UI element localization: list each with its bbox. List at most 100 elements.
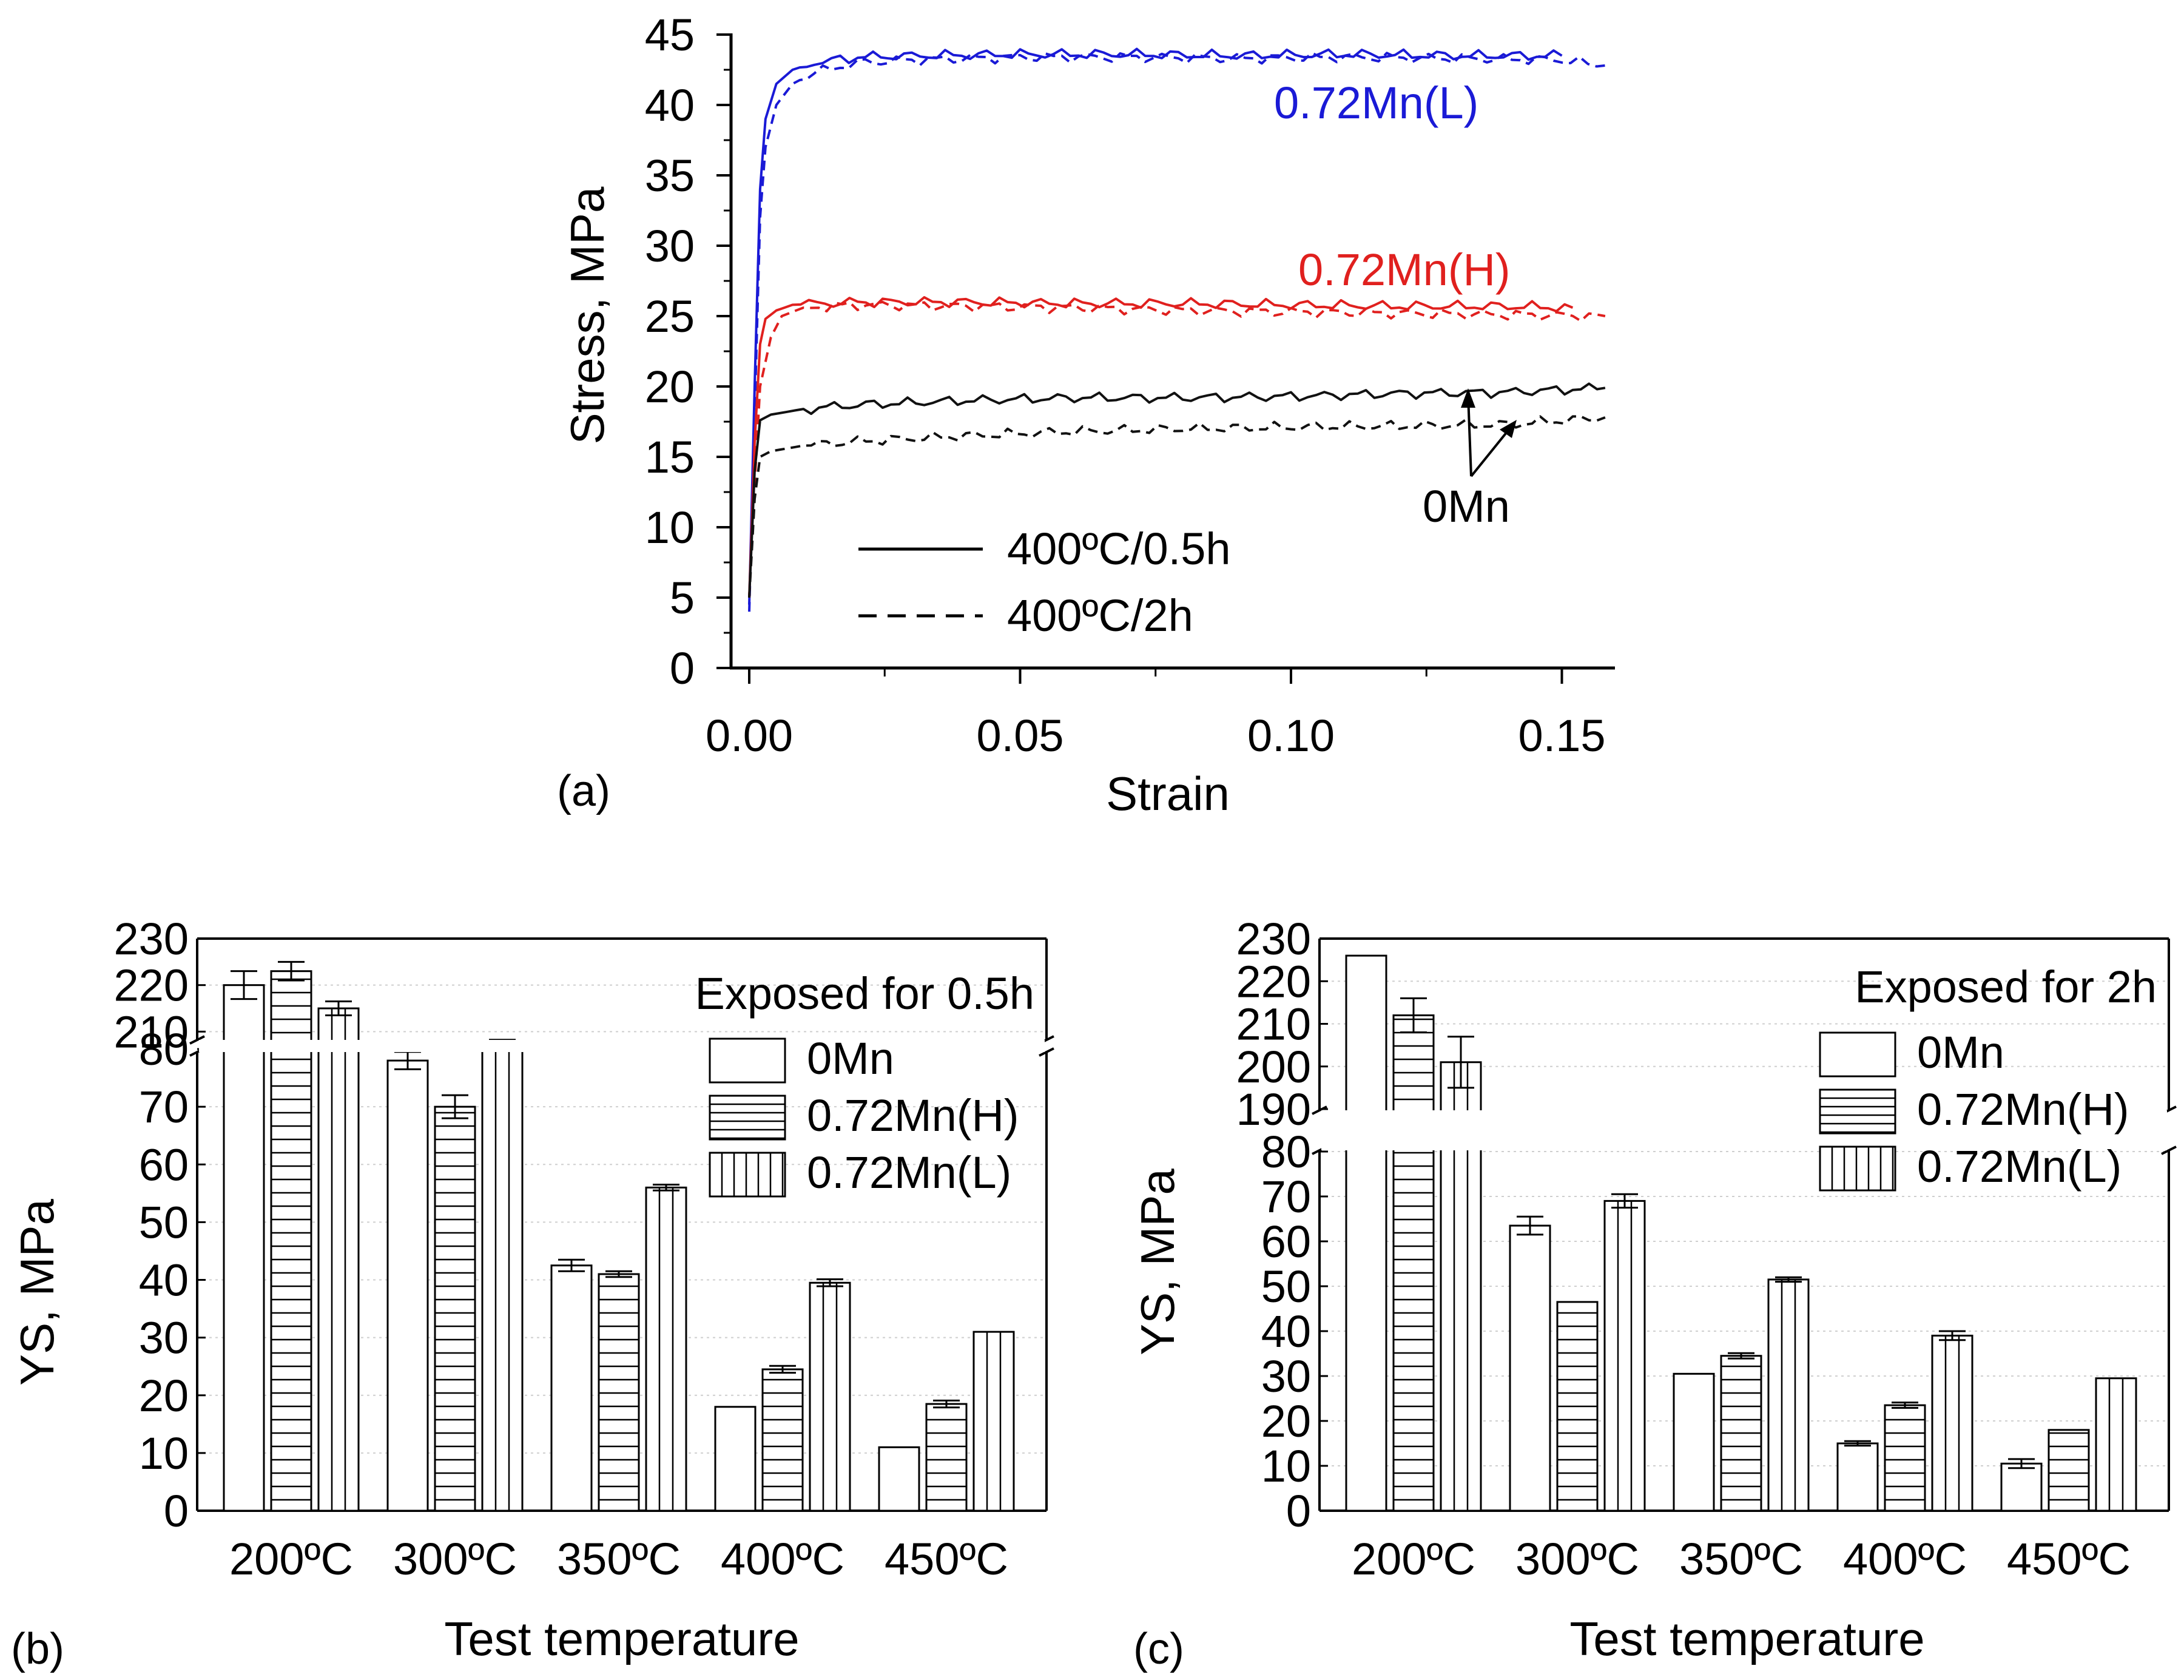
b-bar-0-72mn-l- (645, 1184, 687, 1512)
b-y-tick-label: 10 (139, 1428, 189, 1479)
b-axis-break-gap (199, 1040, 1045, 1052)
b-bar-rect (972, 1331, 1015, 1512)
b-category-label: 400ºC (721, 1534, 844, 1584)
b-bar-0-72mn-l- (317, 1000, 360, 1512)
a-legend-solid-label: 400ºC/0.5h (1007, 524, 1231, 574)
c-legend-label: 0Mn (1917, 1027, 2004, 1078)
c-y-axis-label: YS, MPa (1131, 1168, 1184, 1355)
b-bar-0mn (550, 1258, 593, 1512)
b-bar-rect (645, 1186, 687, 1512)
c-bar-0-72mn-l- (1603, 1193, 1646, 1512)
c-bar-rect (1767, 1278, 1810, 1512)
c-bar-rect (1673, 1372, 1715, 1512)
a-y-tick-label: 25 (645, 291, 695, 342)
b-bar-0-72mn-h- (434, 1094, 476, 1512)
b-bar-0mn (386, 1051, 429, 1512)
b-legend: 0Mn 0.72Mn(H) 0.72Mn(L) (709, 1033, 1019, 1198)
a-x-tick-label: 0.10 (1247, 710, 1335, 761)
b-y-tick-label: 80 (139, 1024, 189, 1074)
b-bar-rect (761, 1368, 804, 1512)
b-bar-0-72mn-h- (270, 960, 312, 1512)
c-y-tick-label: 30 (1261, 1351, 1311, 1402)
c-bar-rect (1392, 1014, 1435, 1512)
b-y-axis-label: YS, MPa (10, 1198, 64, 1385)
a-y-tick-label: 10 (645, 502, 695, 553)
c-panel-label: (c) (1133, 1625, 1184, 1673)
c-category-label: 200ºC (1352, 1534, 1475, 1584)
b-y-tick-label: 210 (114, 1007, 189, 1057)
b-legend-label: 0.72Mn(L) (807, 1147, 1011, 1198)
b-legend-swatch (709, 1152, 786, 1198)
b-legend-label: 0.72Mn(H) (807, 1090, 1019, 1141)
c-category-label: 450ºC (2007, 1534, 2131, 1584)
c-legend-label: 0.72Mn(L) (1917, 1141, 2122, 1192)
b-y-tick-label: 230 (114, 914, 189, 964)
b-category-label: 200ºC (229, 1534, 353, 1584)
panel-a-stress-strain: 0.00 0.05 0.10 0.15 0 5 10 15 20 25 30 35 40 45 Stra… (557, 10, 1615, 820)
b-y-tick-label: 50 (139, 1197, 189, 1247)
c-bar-0-72mn-l- (1767, 1276, 1810, 1512)
c-y-tick-label: 230 (1236, 914, 1311, 964)
c-axis-break-mark (2161, 1145, 2177, 1155)
c-y-tick-label: 20 (1261, 1396, 1311, 1446)
c-y-tick-label: 10 (1261, 1441, 1311, 1491)
b-legend-swatch (709, 1095, 786, 1141)
c-y-tick-label: 70 (1261, 1172, 1311, 1222)
a-y-tick-label: 5 (670, 573, 695, 623)
c-bar-rect (2048, 1429, 2090, 1512)
c-bar-rect (2095, 1377, 2137, 1512)
c-bar-0mn (1673, 1372, 1715, 1512)
b-bar-rect (223, 984, 265, 1512)
a-y-tick-label: 30 (645, 221, 695, 271)
c-bar-0mn (2000, 1458, 2043, 1512)
b-bar-0mn (878, 1446, 920, 1512)
b-bar-0-72mn-l- (809, 1278, 851, 1512)
c-title: Exposed for 2h (1855, 962, 2157, 1012)
a-y-tick-label: 0 (670, 643, 695, 693)
b-bar-0-72mn-h- (761, 1365, 804, 1512)
a-series-line (748, 415, 1606, 598)
a-x-tick-label: 0.05 (976, 710, 1063, 761)
c-bar-0-72mn-h- (2048, 1429, 2090, 1512)
a-series-line (748, 382, 1606, 598)
a-legend: 400ºC/0.5h 400ºC/2h (858, 524, 1231, 641)
a-annotation-mn-l: 0.72Mn(L) (1274, 78, 1478, 128)
c-y-tick-label: 220 (1236, 956, 1311, 1007)
c-bar-0-72mn-l- (2095, 1377, 2137, 1512)
c-bar-rect (1345, 954, 1387, 1512)
c-y-tick-label: 60 (1261, 1216, 1311, 1267)
b-y-tick-label: 0 (164, 1486, 189, 1536)
a-legend-dashed-label: 400ºC/2h (1007, 590, 1193, 641)
a-annotation-0mn: 0Mn (1423, 481, 1510, 531)
b-category-label: 450ºC (885, 1534, 1008, 1584)
b-y-tick-label: 60 (139, 1139, 189, 1190)
b-bar-rect (386, 1059, 429, 1512)
a-series-line (748, 47, 1563, 605)
b-bar-0mn (714, 1406, 757, 1512)
c-y-tick-label: 200 (1236, 1042, 1311, 1092)
b-bar-rect (434, 1105, 476, 1512)
c-bar-rect (1603, 1199, 1646, 1512)
b-bar-0-72mn-l- (972, 1331, 1015, 1512)
a-x-tick-label: 0.15 (1518, 710, 1605, 761)
c-bar-0-72mn-h- (1720, 1352, 1762, 1512)
c-bar-rect (1509, 1224, 1551, 1512)
b-y-tick-label: 30 (139, 1313, 189, 1363)
a-x-tick-label: 0.00 (706, 710, 793, 761)
c-bar-rect (1884, 1404, 1926, 1512)
c-y-tick-label: 40 (1261, 1306, 1311, 1357)
c-bar-0-72mn-h- (1556, 1301, 1599, 1512)
c-legend-swatch (1819, 1088, 1896, 1135)
b-title: Exposed for 0.5h (695, 968, 1034, 1019)
b-bar-rect (481, 1042, 524, 1512)
b-bar-rect (714, 1406, 757, 1512)
b-legend-label: 0Mn (807, 1033, 894, 1084)
c-bar-rect (1836, 1442, 1879, 1512)
b-panel-label: (b) (11, 1625, 64, 1673)
c-legend-swatch (1819, 1031, 1896, 1078)
b-bar-rect (809, 1281, 851, 1512)
b-bar-0-72mn-h- (925, 1399, 968, 1512)
b-bar-rect (925, 1403, 968, 1512)
b-bar-0-72mn-h- (598, 1270, 640, 1512)
